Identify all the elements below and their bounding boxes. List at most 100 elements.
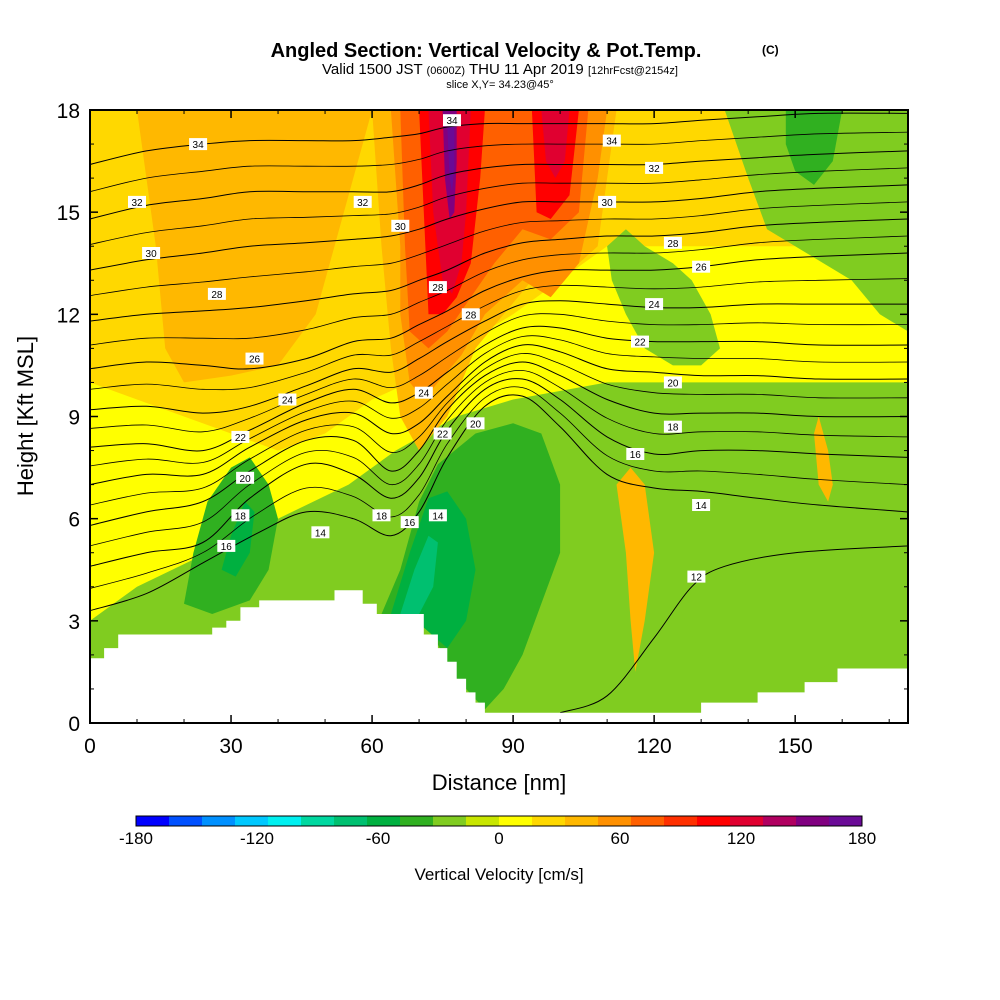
x-tick-label: 150 (778, 735, 813, 758)
theta-contour-34 (90, 112, 908, 165)
contour-label: 28 (663, 236, 682, 250)
contour-label-text: 32 (649, 164, 661, 175)
theta-contour-minor (90, 353, 908, 506)
colorbar-tick-label: -180 (119, 829, 153, 848)
velocity-region (677, 569, 866, 679)
contour-label-text: 28 (667, 239, 679, 250)
contour-label-text: 24 (418, 389, 430, 400)
x-tick-label: 120 (637, 735, 672, 758)
chart-title: Angled Section: Vertical Velocity & Pot.… (271, 40, 702, 62)
contour-label: 24 (414, 386, 433, 400)
contour-label: 24 (278, 393, 297, 407)
contour-label-text: 32 (357, 198, 369, 209)
contour-label-text: 30 (602, 198, 614, 209)
slice-info: slice X,Y= 34.23@45° (446, 79, 554, 91)
theta-contour-30 (90, 184, 908, 271)
theta-contour-minor (90, 131, 908, 193)
contour-label: 14 (311, 526, 330, 539)
velocity-region (616, 467, 655, 672)
velocity-region (447, 127, 455, 192)
contour-label: 28 (428, 281, 447, 294)
colorbar-swatch (631, 816, 665, 826)
colorbar-swatch (730, 816, 764, 826)
colorbar-swatch (301, 816, 335, 826)
colorbar-swatch (697, 816, 731, 826)
y-axis-label: Height [Kft MSL] (13, 336, 38, 496)
contour-label: 16 (626, 448, 645, 461)
colorbar-tick-label: 180 (848, 829, 876, 848)
theta-contour-minor (90, 313, 908, 433)
contour-label: 20 (466, 417, 485, 430)
x-tick-label: 90 (501, 735, 524, 758)
contour-label-text: 24 (649, 300, 661, 311)
contour-label-text: 30 (146, 249, 158, 260)
colorbar-tick-label: 60 (611, 829, 630, 848)
contour-label: 34 (443, 114, 461, 127)
contour-label-text: 14 (432, 511, 444, 522)
valid-date: THU 11 Apr 2019 (469, 61, 584, 78)
x-tick-label: 0 (84, 735, 96, 758)
contour-label-text: 32 (131, 198, 143, 209)
theta-contour-20 (90, 344, 908, 486)
chart-title-units: (C) (762, 43, 779, 57)
colorbar-tick-label: 120 (727, 829, 755, 848)
y-tick-label: 12 (57, 304, 80, 327)
colorbar-swatch (334, 816, 368, 826)
contour-label: 26 (692, 260, 711, 274)
contour-label: 32 (128, 195, 146, 209)
colorbar-swatch (763, 816, 797, 826)
x-tick-label: 30 (219, 735, 242, 758)
contour-label: 28 (207, 287, 226, 301)
contour-label: 14 (428, 509, 447, 522)
colorbar-swatch (466, 816, 500, 826)
contour-label: 26 (245, 352, 264, 366)
contour-label: 30 (598, 195, 617, 209)
contour-label: 30 (391, 219, 410, 233)
y-tick-label: 9 (68, 407, 80, 430)
contour-label: 22 (433, 427, 452, 441)
colorbar-swatch (400, 816, 434, 826)
colorbar-swatch (565, 816, 599, 826)
contour-label-text: 22 (634, 338, 646, 349)
contour-label-text: 26 (249, 355, 261, 366)
colorbar: -180 -120 -60 0 60 120 180 (119, 815, 876, 848)
theta-contour-28 (90, 218, 908, 322)
colorbar-swatch (664, 816, 698, 826)
contour-label: 20 (663, 376, 682, 389)
contour-label: 14 (692, 499, 711, 512)
contour-label-text: 14 (696, 501, 708, 512)
theta-contour-16 (90, 378, 908, 567)
contour-label-text: 16 (404, 518, 416, 529)
contour-label-text: 20 (240, 474, 252, 485)
contour-label-text: 28 (211, 290, 223, 301)
velocity-region (607, 229, 720, 366)
contour-label: 34 (189, 138, 208, 151)
theta-contour-minor (90, 167, 908, 245)
colorbar-tick-label: -120 (240, 829, 274, 848)
terrain-mask (90, 590, 908, 723)
y-tick-label: 3 (68, 611, 80, 634)
colorbar-swatch (598, 816, 632, 826)
colorbar-tick-label: -60 (366, 829, 391, 848)
colorbar-swatch (235, 816, 269, 826)
valid-time-z: (0600Z) (427, 65, 466, 77)
contour-label: 28 (461, 308, 480, 321)
contour-label-text: 20 (470, 419, 482, 430)
contour-label: 30 (142, 247, 161, 260)
chart-subtitle: Valid 1500 JST (0600Z) THU 11 Apr 2019 [… (322, 61, 678, 78)
contour-label-text: 16 (630, 450, 642, 461)
contour-labels: 34 34 34 32 32 32 30 30 30 28 28 28 28 26 26 24 24 24 22 22… (128, 114, 711, 584)
contour-label: 34 (602, 134, 621, 148)
contour-label: 32 (645, 161, 664, 175)
velocity-region (785, 110, 843, 185)
contour-label: 22 (231, 430, 250, 444)
contour-label: 18 (663, 420, 682, 434)
contour-label-text: 34 (193, 140, 205, 151)
contour-label-text: 26 (696, 263, 708, 274)
velocity-region (400, 535, 438, 614)
forecast-info: [12hrFcst@2154z] (588, 65, 678, 77)
contour-label-text: 20 (667, 378, 679, 389)
contour-label-text: 22 (235, 433, 247, 444)
theta-contour-minor (90, 235, 908, 346)
